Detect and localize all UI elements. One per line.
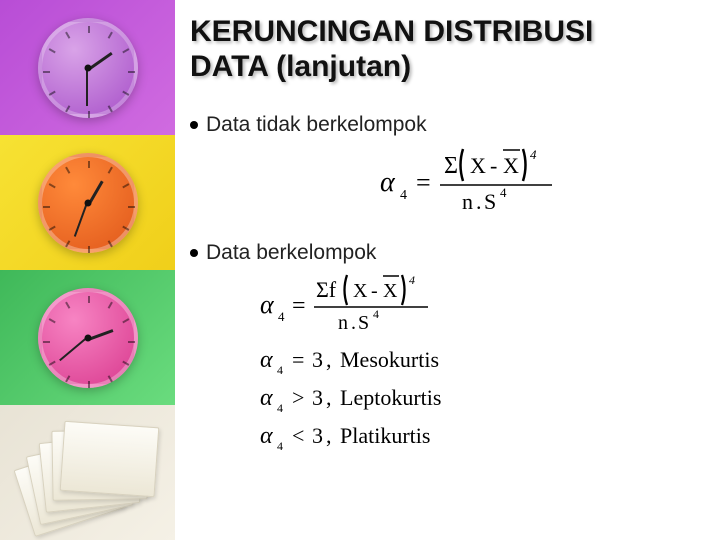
svg-text:=: = [416, 168, 431, 197]
svg-text:Leptokurtis: Leptokurtis [340, 385, 441, 410]
clock-icon [38, 288, 138, 388]
svg-text:X: X [470, 153, 486, 178]
formula-2-block: α 4 = Σf X - X 4 n . S 4 α4=3,Mesokurtis… [260, 271, 710, 455]
svg-text:-: - [371, 280, 378, 302]
svg-text:4: 4 [278, 309, 285, 324]
svg-text:=: = [292, 293, 306, 319]
svg-text:n: n [462, 189, 473, 214]
svg-text:Mesokurtis: Mesokurtis [340, 347, 439, 372]
formula-1-svg: α 4 = Σ X - X 4 n . S 4 [380, 143, 630, 221]
section-2-label: Data berkelompok [190, 241, 710, 265]
decorative-sidebar [0, 0, 175, 540]
svg-text:4: 4 [500, 185, 507, 200]
svg-text:α: α [260, 347, 273, 373]
classification-row: α4 = 3, Mesokurtis [260, 341, 560, 379]
svg-text:3: 3 [312, 423, 323, 448]
section-1-text: Data tidak berkelompok [206, 113, 427, 136]
svg-text:Platikurtis: Platikurtis [340, 423, 430, 448]
svg-text:.: . [476, 189, 482, 214]
svg-text:X: X [383, 280, 398, 302]
svg-text:n: n [338, 312, 348, 334]
sidebar-panel-clock-purple [0, 0, 175, 135]
slide-content: KERUNCINGAN DISTRIBUSI DATA (lanjutan) D… [190, 14, 710, 475]
sidebar-panel-clock-orange [0, 135, 175, 270]
section-1-label: Data tidak berkelompok [190, 113, 710, 137]
svg-text:4: 4 [409, 273, 415, 287]
classification-rows: α4=3,Mesokurtisα4>3,Leptokurtisα4<3,Plat… [260, 341, 710, 455]
svg-text:4: 4 [277, 363, 283, 377]
svg-text:3: 3 [312, 347, 323, 372]
formula-2-svg: α 4 = Σf X - X 4 n . S 4 [260, 271, 520, 341]
svg-text:,: , [326, 347, 332, 372]
sigma-symbol: Σ [444, 153, 458, 179]
svg-text:>: > [292, 385, 304, 410]
alpha-symbol: α [380, 167, 396, 198]
svg-text:4: 4 [530, 147, 537, 162]
title-line-2: DATA (lanjutan) [190, 50, 411, 83]
svg-text:S: S [484, 189, 496, 214]
svg-text:α: α [260, 423, 273, 449]
svg-text:S: S [358, 312, 369, 334]
bullet-icon [190, 121, 198, 129]
svg-text:3: 3 [312, 385, 323, 410]
section-2-text: Data berkelompok [206, 241, 376, 264]
classification-row: α4 <3, Platikurtis [260, 417, 560, 455]
svg-text:4: 4 [373, 307, 379, 321]
svg-text:4: 4 [277, 439, 283, 453]
clock-icon [38, 18, 138, 118]
svg-text:,: , [326, 385, 332, 410]
svg-text:.: . [351, 312, 356, 334]
classification-row: α4 >3, Leptokurtis [260, 379, 560, 417]
svg-text:Σf: Σf [316, 277, 337, 302]
svg-text:=: = [292, 347, 304, 372]
svg-text:α: α [260, 385, 273, 411]
svg-text:X: X [503, 153, 519, 178]
svg-text:-: - [490, 153, 497, 178]
title-line-1: KERUNCINGAN DISTRIBUSI [190, 15, 593, 48]
clock-icon [38, 153, 138, 253]
svg-text:,: , [326, 423, 332, 448]
bullet-icon [190, 249, 198, 257]
paper-stack-icon [18, 418, 158, 528]
sidebar-panel-papers [0, 405, 175, 540]
alpha-sub: 4 [400, 188, 407, 203]
sidebar-panel-clock-pink [0, 270, 175, 405]
slide-title: KERUNCINGAN DISTRIBUSI DATA (lanjutan) [190, 14, 710, 85]
svg-text:X: X [353, 280, 368, 302]
svg-text:<: < [292, 423, 304, 448]
svg-text:4: 4 [277, 401, 283, 415]
formula-1: α 4 = Σ X - X 4 n . S 4 [380, 143, 710, 221]
svg-text:α: α [260, 290, 275, 319]
